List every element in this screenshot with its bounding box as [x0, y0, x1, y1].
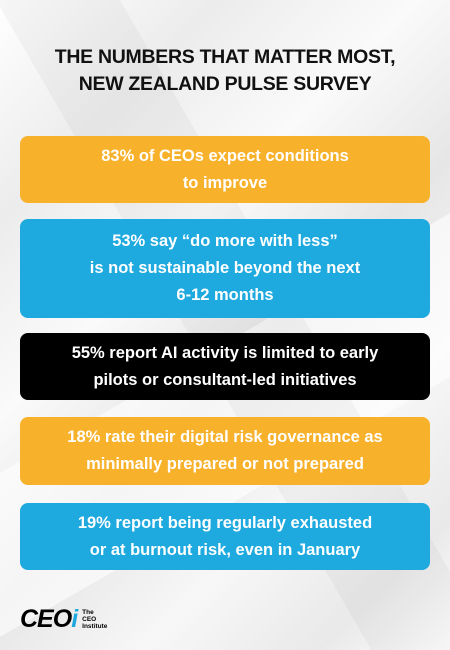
card-line: 19% report being regularly exhausted	[77, 513, 373, 532]
card-line: 18% rate their digital risk governance a…	[67, 428, 383, 446]
card-line: 6-12 months	[176, 286, 274, 304]
card-line: is not sustainable beyond the next	[89, 259, 361, 277]
stat-card: 18% rate their digital risk governance a…	[20, 417, 430, 485]
stat-card: 19% report being regularly exhausted or …	[20, 503, 430, 570]
card-line: 55% report AI activity is limited to ear…	[71, 343, 379, 362]
card-line: to improve	[182, 173, 268, 192]
stat-card: 83% of CEOs expect conditions to improve	[20, 136, 430, 203]
card-line: 83% of CEOs expect conditions	[101, 146, 349, 165]
stat-card: 53% say “do more with less” is not susta…	[20, 219, 430, 318]
card-line: pilots or consultant-led initiatives	[93, 370, 357, 389]
logo: CEO i The CEO Institute	[20, 604, 107, 634]
logo-line: Institute	[82, 622, 108, 630]
card-line: 53% say “do more with less”	[112, 232, 338, 250]
logo-mark: CEO	[20, 604, 72, 633]
title: THE NUMBERS THAT MATTER MOST, NEW ZEALAN…	[0, 44, 450, 98]
logo-accent: i	[71, 604, 79, 633]
card-line: minimally prepared or not prepared	[86, 455, 364, 473]
logo-institute: The CEO Institute	[82, 609, 107, 630]
logo-line: CEO	[82, 615, 97, 623]
title-line: THE NUMBERS THAT MATTER MOST,	[54, 46, 396, 68]
card-line: or at burnout risk, even in January	[89, 540, 361, 559]
stat-card: 55% report AI activity is limited to ear…	[20, 333, 430, 400]
logo-line: The	[82, 608, 94, 616]
title-line: NEW ZEALAND PULSE SURVEY	[78, 73, 372, 95]
